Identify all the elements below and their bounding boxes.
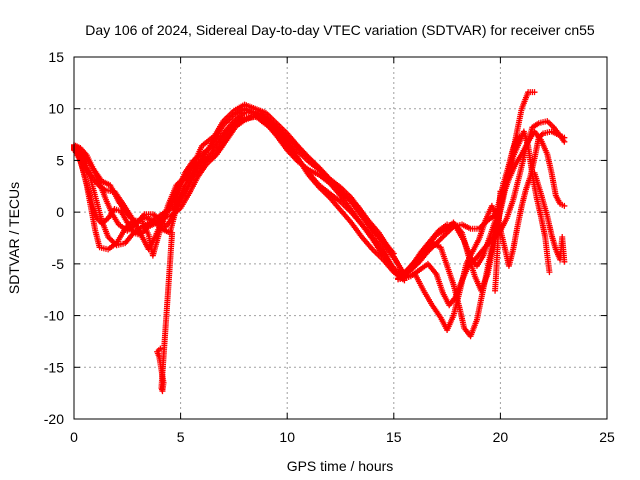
data-point [561,258,568,265]
series-spike-2 [492,188,504,294]
data-point [492,287,499,294]
y-tick-label: -10 [44,308,64,324]
series-track-13 [531,169,568,265]
plot-frame [73,56,608,420]
y-tick-label: -5 [52,256,65,272]
data-point [546,269,553,276]
plot-area [71,89,568,395]
x-axis-label: GPS time / hours [287,458,394,474]
x-tick-label: 5 [177,429,185,445]
data-point [531,89,538,96]
x-tick-label: 20 [493,429,509,445]
x-tick-label: 25 [599,429,615,445]
y-tick-label: 10 [48,101,64,117]
data-point [561,138,568,145]
x-tick-label: 15 [386,429,402,445]
series-spike-1 [154,229,176,395]
y-tick-label: -20 [44,411,64,427]
y-tick-label: 5 [56,152,64,168]
y-tick-label: 15 [48,49,64,65]
x-tick-label: 10 [279,429,295,445]
x-tick-label: 0 [70,429,78,445]
y-axis-label: SDTVAR / TECUs [6,182,22,294]
data-point [157,345,164,352]
data-point [561,202,568,209]
series-track-6 [71,105,404,278]
y-tick-label: -15 [44,359,64,375]
axis-ticks: 0 5 10 15 20 25 -20 -15 -10 -5 0 5 10 15 [44,49,615,445]
chart-title: Day 106 of 2024, Sidereal Day-to-day VTE… [85,22,595,38]
y-tick-label: 0 [56,204,64,220]
